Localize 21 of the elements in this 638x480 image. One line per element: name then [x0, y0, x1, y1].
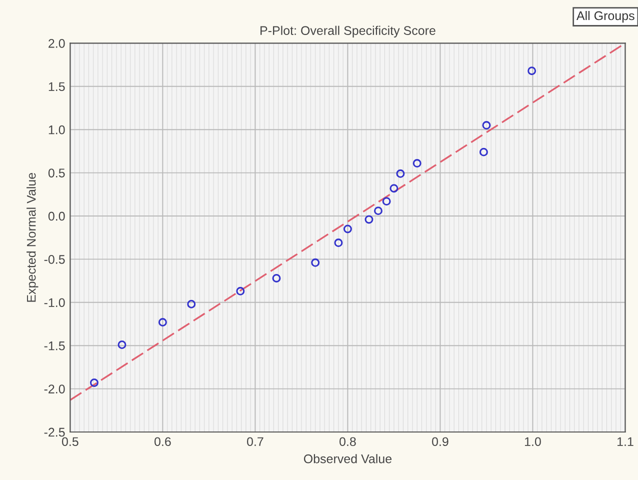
x-tick-label: 0.9 — [432, 437, 448, 446]
y-tick-label: 1.0 — [48, 125, 65, 134]
y-tick-label: 0.0 — [48, 212, 65, 221]
y-tick-label: -0.5 — [44, 255, 65, 264]
y-axis-title: Expected Normal Value — [26, 172, 38, 302]
x-axis-title: Observed Value — [304, 454, 392, 464]
y-tick-label: 0.5 — [48, 168, 65, 178]
x-tick-label: 0.5 — [62, 437, 78, 446]
y-tick-label: 2.0 — [48, 39, 65, 48]
chart-title: P-Plot: Overall Specificity Score — [260, 26, 436, 38]
y-tick-label: -1.5 — [44, 342, 65, 350]
text: All Groups — [576, 10, 634, 23]
y-tick-label: -2.5 — [44, 428, 65, 437]
y-tick-label: 1.5 — [48, 82, 65, 92]
y-tick-label: -2.0 — [44, 384, 65, 394]
x-tick-label: 1.0 — [524, 437, 541, 446]
y-tick-label: -1.0 — [44, 298, 65, 308]
x-tick-label: 0.7 — [247, 437, 264, 446]
x-tick-label: 0.6 — [154, 437, 171, 446]
x-tick-label: 0.8 — [340, 437, 356, 446]
x-tick-label: 1.1 — [618, 437, 634, 446]
